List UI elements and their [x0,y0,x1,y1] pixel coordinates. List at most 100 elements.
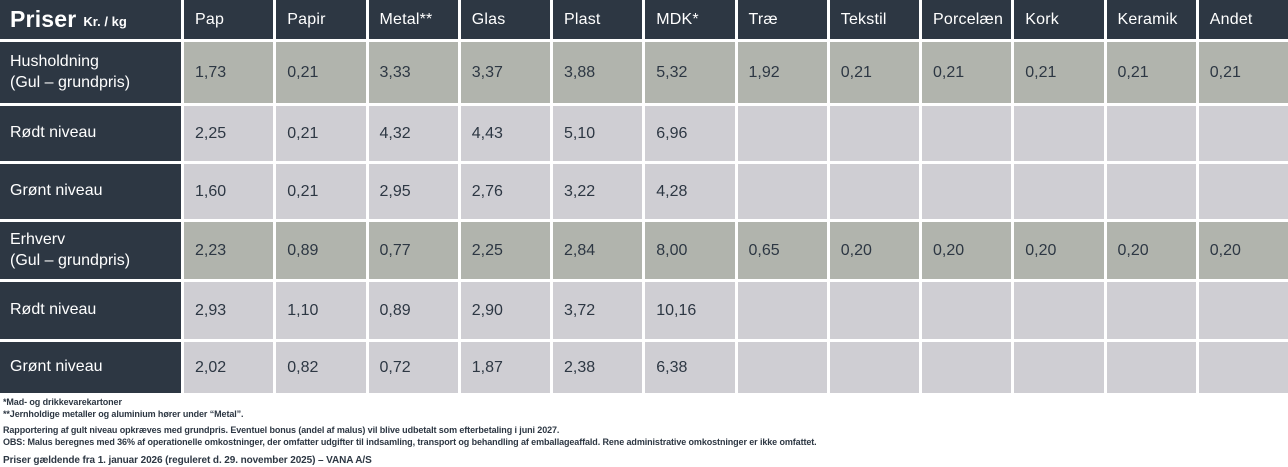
column-header-andet: Andet [1198,0,1288,39]
price-cell: 2,93 [184,282,274,339]
price-cell: 1,10 [276,282,366,339]
row-label: Husholdning (Gul – grundpris) [0,42,181,103]
footnote-metal: **Jernholdige metaller og aluminium høre… [3,408,244,419]
price-cell: 1,73 [184,42,274,103]
column-header-træ: Træ [737,0,827,39]
price-cell: 10,16 [645,282,735,339]
page-title: Priser [10,6,77,32]
price-cell [829,106,919,161]
price-cell [1014,342,1104,393]
price-cell: 5,32 [645,42,735,103]
price-cell [922,282,1012,339]
price-cell: 0,21 [922,42,1012,103]
price-cell [1106,282,1196,339]
price-cell [829,164,919,219]
price-cell: 1,92 [737,42,827,103]
row-label: Erhverv (Gul – grundpris) [0,222,181,279]
price-cell [1198,106,1288,161]
price-cell: 2,25 [460,222,550,279]
price-cell: 0,65 [737,222,827,279]
row-label: Rødt niveau [0,282,181,339]
price-cell: 4,28 [645,164,735,219]
price-cell [922,342,1012,393]
price-cell: 2,23 [184,222,274,279]
price-cell [1106,106,1196,161]
row-label-text: Husholdning [10,52,99,70]
footnote-mdk: *Mad- og drikkevarekartoner [3,397,122,407]
column-header-plast: Plast [553,0,643,39]
price-cell: 2,84 [553,222,643,279]
footnote-rapportering: Rapportering af gult niveau opkræves med… [3,425,560,436]
price-table: Priser Kr. / kg Pap Papir Metal** Glas Plast… [0,0,1288,393]
price-cell: 0,21 [1014,42,1104,103]
price-cell [737,164,827,219]
column-header-kork: Kork [1014,0,1104,39]
row-label-text: Erhverv [10,230,66,248]
price-cell: 6,96 [645,106,735,161]
unit-label: Kr. / kg [83,14,127,29]
column-header-papir: Papir [276,0,366,39]
price-cell [1198,282,1288,339]
price-cell: 2,02 [184,342,274,393]
row-label-text: Rødt niveau [10,124,97,142]
price-cell: 2,90 [460,282,550,339]
price-cell: 0,20 [1014,222,1104,279]
price-cell [829,282,919,339]
price-cell: 4,32 [368,106,458,161]
row-label: Grønt niveau [0,342,181,393]
price-cell [737,282,827,339]
price-cell: 0,21 [276,42,366,103]
price-cell: 0,20 [922,222,1012,279]
column-header-pap: Pap [184,0,274,39]
price-cell: 0,72 [368,342,458,393]
price-cell [737,106,827,161]
price-cell: 3,33 [368,42,458,103]
price-cell: 0,21 [276,106,366,161]
price-cell: 6,38 [645,342,735,393]
row-label-text: Rødt niveau [10,301,97,319]
price-cell: 2,25 [184,106,274,161]
price-cell [1014,164,1104,219]
price-cell: 0,20 [1198,222,1288,279]
price-cell: 2,95 [368,164,458,219]
price-cell: 0,82 [276,342,366,393]
price-cell: 0,21 [1106,42,1196,103]
column-header-porcelæn: Porcelæn [922,0,1012,39]
table-title-cell: Priser Kr. / kg [0,0,181,39]
price-cell: 1,87 [460,342,550,393]
price-cell [1014,282,1104,339]
price-cell: 0,21 [276,164,366,219]
row-label: Grønt niveau [0,164,181,219]
price-cell [829,342,919,393]
footnotes: *Mad- og drikkevarekartoner **Jernholdig… [0,393,1288,467]
price-cell: 2,76 [460,164,550,219]
price-cell: 3,72 [553,282,643,339]
price-cell: 5,10 [553,106,643,161]
price-cell: 8,00 [645,222,735,279]
price-cell [1198,342,1288,393]
price-cell: 0,77 [368,222,458,279]
price-cell [1106,164,1196,219]
price-cell: 3,22 [553,164,643,219]
price-cell: 0,21 [1198,42,1288,103]
row-sublabel-text: (Gul – grundpris) [10,73,131,91]
price-cell: 0,89 [368,282,458,339]
price-cell: 2,38 [553,342,643,393]
row-label-text: Grønt niveau [10,358,103,376]
price-cell: 0,20 [829,222,919,279]
price-cell [1106,342,1196,393]
column-header-tekstil: Tekstil [829,0,919,39]
footnote-validity: Priser gældende fra 1. januar 2026 (regu… [3,454,372,466]
price-cell: 0,20 [1106,222,1196,279]
price-cell [922,106,1012,161]
price-cell: 4,43 [460,106,550,161]
column-header-metal: Metal** [368,0,458,39]
price-cell: 0,89 [276,222,366,279]
price-cell: 1,60 [184,164,274,219]
column-header-keramik: Keramik [1106,0,1196,39]
price-cell [922,164,1012,219]
price-cell: 3,88 [553,42,643,103]
price-cell: 0,21 [829,42,919,103]
price-cell [1198,164,1288,219]
row-label-text: Grønt niveau [10,182,103,200]
